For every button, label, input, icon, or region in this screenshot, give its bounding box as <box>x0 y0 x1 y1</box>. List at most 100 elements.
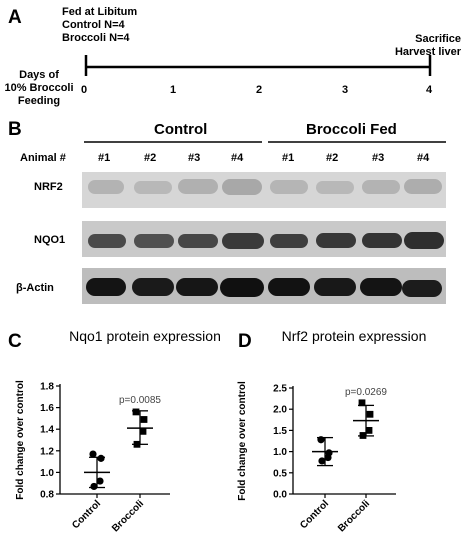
chart-title: Nrf2 protein expression <box>282 328 427 344</box>
y-tick-label: 2.5 <box>273 384 287 395</box>
row-label-nqo1: NQO1 <box>34 234 66 246</box>
y-tick-label: 2.0 <box>273 405 287 416</box>
data-point-circle <box>317 436 325 444</box>
endpoint-note: Sacrifice Harvest liver <box>395 33 461 59</box>
y-tick-label: 1.5 <box>273 426 287 437</box>
blot-band <box>360 278 402 296</box>
blot-band <box>314 278 356 296</box>
blot-band <box>88 234 126 248</box>
day-3-label: 3 <box>342 84 349 96</box>
lane-label: #1 <box>98 152 111 164</box>
lane-label: #3 <box>372 152 385 164</box>
note-line-control-n: Control N=4 <box>62 19 125 31</box>
blot-beta-actin <box>82 268 446 304</box>
blot-band <box>316 233 356 248</box>
blot-band <box>362 180 400 194</box>
group-dividers <box>84 141 446 143</box>
data-point-square <box>133 440 141 448</box>
note-line-broccoli-n: Broccoli N=4 <box>62 32 130 44</box>
y-tick-label: 1.8 <box>40 382 54 393</box>
blot-nrf2 <box>82 172 446 208</box>
x-tick-label: Control <box>298 498 331 531</box>
panel-c-label: C <box>8 331 22 352</box>
lane-label: #2 <box>326 152 339 164</box>
data-point-square <box>140 416 148 423</box>
lane-label: #2 <box>144 152 157 164</box>
data-point-square <box>139 427 147 435</box>
blot-band <box>176 278 218 296</box>
data-point-square <box>359 432 367 439</box>
lane-label: #3 <box>188 152 201 164</box>
feeding-conditions-note: Fed at Libitum Control N=4 Broccoli N=4 <box>62 6 137 45</box>
y-axis-label: Fold change over control <box>237 381 248 501</box>
blot-band <box>270 234 308 248</box>
timeline-axis-title: Days of 10% Broccoli Feeding <box>3 69 75 108</box>
row-label-beta-actin: β-Actin <box>16 282 54 294</box>
chart-title: Nqo1 protein expression <box>69 328 221 344</box>
data-point-circle <box>97 454 105 462</box>
blot-band <box>270 180 308 194</box>
panel-b-label: B <box>8 119 22 140</box>
blot-band <box>134 234 174 248</box>
lane-label: #4 <box>417 152 430 164</box>
lane-label: #1 <box>282 152 295 164</box>
blot-band <box>132 278 174 296</box>
blot-band <box>402 280 442 297</box>
y-tick-label: 1.0 <box>273 447 287 458</box>
data-point-circle <box>96 477 104 485</box>
data-point-square <box>132 408 140 416</box>
day-4-label: 4 <box>426 84 433 96</box>
chart-nqo1: Nqo1 protein expression Fold change over … <box>15 328 221 534</box>
y-tick-label: 1.0 <box>40 468 54 479</box>
blot-band <box>88 180 124 194</box>
x-tick-label: Broccoli <box>110 498 146 534</box>
x-tick-label: Broccoli <box>336 498 372 534</box>
panel-d-label: D <box>238 331 252 352</box>
blot-band <box>134 181 172 194</box>
y-tick-label: 1.2 <box>40 446 54 457</box>
x-tick-label: Control <box>70 498 103 531</box>
y-tick-label: 0.8 <box>40 490 54 501</box>
blot-band <box>222 233 264 249</box>
y-tick-label: 0.5 <box>273 468 287 479</box>
blot-band <box>178 234 218 248</box>
data-point-square <box>366 410 374 418</box>
day-0-label: 0 <box>81 84 88 96</box>
p-value-annotation: p=0.0085 <box>119 395 161 406</box>
y-tick-label: 1.4 <box>40 425 54 436</box>
blot-band <box>178 179 218 194</box>
axis-title-line-1: Days of <box>19 69 59 81</box>
lane-label: #4 <box>231 152 244 164</box>
axis-title-line-2: 10% Broccoli <box>4 82 74 94</box>
blot-band <box>220 278 264 297</box>
data-point-circle <box>89 450 97 458</box>
note-line-sacrifice: Sacrifice <box>415 33 461 45</box>
blot-band <box>268 278 310 296</box>
blot-band <box>222 179 262 195</box>
group-label-control: Control <box>154 121 208 138</box>
y-tick-label: 0.0 <box>273 490 287 501</box>
blot-band <box>86 278 126 296</box>
animal-number-label: Animal # <box>20 152 66 164</box>
blot-band <box>404 232 444 249</box>
blot-band <box>362 233 402 248</box>
y-axis-label: Fold change over control <box>15 380 26 500</box>
note-line-fed: Fed at Libitum <box>62 6 138 18</box>
blot-nqo1 <box>82 221 446 257</box>
note-line-harvest: Harvest liver <box>394 46 461 58</box>
data-point-circle <box>318 457 326 465</box>
timeline-graphic <box>84 55 432 76</box>
axis-title-line-3: Feeding <box>17 95 61 107</box>
blot-band <box>404 179 442 194</box>
row-label-nrf2: NRF2 <box>34 181 63 193</box>
panel-a-label: A <box>8 7 22 28</box>
data-point-circle <box>90 482 98 491</box>
group-label-broccoli: Broccoli Fed <box>306 121 397 138</box>
p-value-annotation: p=0.0269 <box>345 387 387 398</box>
data-point-circle <box>324 453 332 462</box>
day-2-label: 2 <box>256 84 263 96</box>
data-point-square <box>358 399 366 407</box>
data-point-square <box>365 427 373 434</box>
blot-band <box>316 181 354 194</box>
day-1-label: 1 <box>170 84 177 96</box>
